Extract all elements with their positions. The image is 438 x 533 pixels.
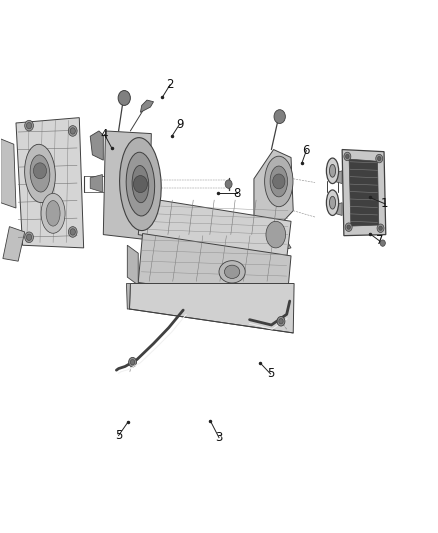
Circle shape [70,229,75,235]
Ellipse shape [266,221,286,248]
Circle shape [347,225,350,229]
Text: 7: 7 [376,235,383,247]
Circle shape [33,163,46,179]
Circle shape [345,223,352,231]
Polygon shape [127,284,131,309]
Text: 8: 8 [233,187,241,200]
Polygon shape [138,197,291,259]
Circle shape [25,232,33,243]
Ellipse shape [265,156,293,207]
Polygon shape [90,174,102,192]
Polygon shape [342,150,386,236]
Polygon shape [252,221,291,253]
Text: 5: 5 [115,429,122,442]
Polygon shape [130,284,294,333]
Circle shape [274,110,286,124]
Polygon shape [138,233,291,304]
Circle shape [68,227,77,237]
Text: 9: 9 [176,118,184,131]
Polygon shape [3,227,25,261]
Polygon shape [335,203,342,215]
Circle shape [26,234,32,240]
Ellipse shape [329,165,336,177]
Circle shape [134,175,148,192]
Ellipse shape [132,166,149,203]
Circle shape [378,157,381,161]
Text: 1: 1 [381,197,389,211]
Circle shape [118,91,131,106]
Circle shape [68,126,77,136]
Polygon shape [103,131,151,240]
Circle shape [70,128,75,134]
Polygon shape [335,171,342,183]
Ellipse shape [41,193,65,233]
Polygon shape [16,118,84,248]
Circle shape [25,120,33,131]
Ellipse shape [219,261,245,283]
Circle shape [129,358,137,367]
Circle shape [225,180,232,188]
Polygon shape [90,131,103,160]
Text: 3: 3 [215,431,223,444]
Ellipse shape [30,155,50,192]
Circle shape [131,360,135,365]
Circle shape [376,155,383,163]
Polygon shape [127,245,138,285]
Ellipse shape [120,138,161,231]
Ellipse shape [126,152,155,216]
Circle shape [346,155,349,159]
Text: 2: 2 [166,78,174,91]
Text: 5: 5 [267,367,274,381]
Polygon shape [349,159,379,226]
Circle shape [273,174,285,189]
Ellipse shape [46,200,60,226]
Circle shape [379,226,382,230]
Circle shape [380,240,385,246]
Circle shape [344,152,351,161]
Text: 4: 4 [101,128,108,141]
Ellipse shape [270,166,288,197]
Ellipse shape [224,265,240,278]
Circle shape [279,319,283,324]
Ellipse shape [329,196,336,209]
Ellipse shape [326,158,339,183]
Polygon shape [1,139,16,208]
Text: 6: 6 [303,144,310,157]
Ellipse shape [326,190,339,215]
Circle shape [277,317,285,326]
Polygon shape [254,150,293,229]
Ellipse shape [25,144,55,203]
Circle shape [377,224,384,232]
Polygon shape [141,100,153,112]
Circle shape [26,123,32,129]
